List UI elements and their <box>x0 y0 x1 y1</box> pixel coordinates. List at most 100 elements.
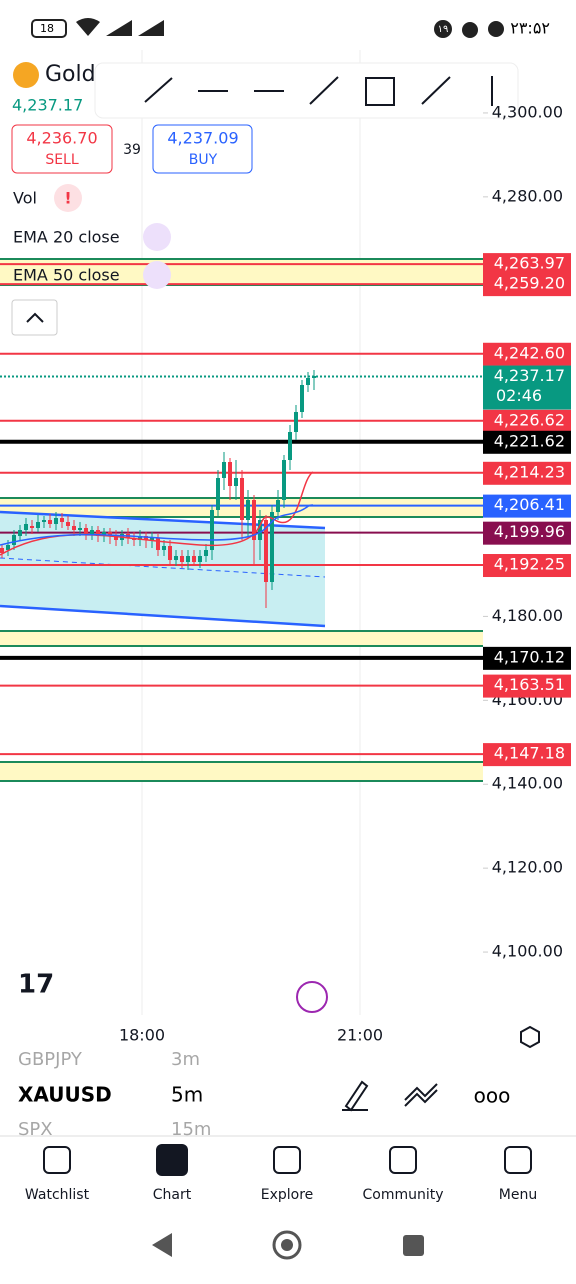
candle-body <box>48 520 52 524</box>
sell-label: SELL <box>45 152 79 168</box>
symbol[interactable]: Gold <box>45 62 96 87</box>
price-label-bg <box>483 521 571 545</box>
strip-interval[interactable]: 5m <box>171 1083 203 1107</box>
recents-button[interactable] <box>403 1235 424 1256</box>
y-tick-label: 4,120.00 <box>492 858 563 877</box>
candle-body <box>180 556 184 562</box>
candle-body <box>216 478 220 510</box>
draw-icon[interactable] <box>342 1080 369 1112</box>
price-label-bg <box>483 674 571 698</box>
candle-body <box>30 526 34 528</box>
refresh-icon[interactable] <box>143 223 171 251</box>
indicators-icon[interactable] <box>404 1083 438 1107</box>
price-label-bg <box>483 430 571 454</box>
nav-icon <box>156 1144 188 1176</box>
candle-body <box>270 512 274 582</box>
battery-icon <box>31 19 67 38</box>
more-icon[interactable]: ooo <box>474 1084 511 1108</box>
price-label: 4,237.17 <box>494 366 565 385</box>
candle-body <box>102 532 106 536</box>
nav-label[interactable]: Explore <box>261 1187 314 1203</box>
drawing-toolbar <box>94 62 519 119</box>
price-label-bg <box>483 554 571 578</box>
y-tick-label: 4,280.00 <box>492 186 563 205</box>
candle-body <box>24 524 28 530</box>
candle-body <box>174 556 178 560</box>
strip-interval[interactable]: 15m <box>171 1119 211 1140</box>
nav-icon <box>389 1146 417 1174</box>
candle-body <box>246 500 250 520</box>
candle-body <box>108 532 112 536</box>
gold-icon <box>13 62 39 88</box>
zone <box>0 631 483 646</box>
price-label: 4,263.97 <box>494 254 565 273</box>
y-tick-label: 4,100.00 <box>492 942 563 961</box>
nav-label[interactable]: Watchlist <box>25 1187 90 1203</box>
home-dot <box>281 1239 293 1251</box>
candle-body <box>240 478 244 520</box>
candle-body <box>84 528 88 534</box>
app-icon <box>462 22 478 38</box>
back-button[interactable] <box>152 1233 172 1257</box>
price-label: 4,214.23 <box>494 462 565 481</box>
indicator[interactable]: EMA 50 close <box>13 266 120 285</box>
price-label: 4,147.18 <box>494 744 565 763</box>
nav-label[interactable]: Community <box>362 1187 443 1203</box>
strip-symbol[interactable]: SPX <box>18 1119 53 1140</box>
candle-body <box>282 460 286 500</box>
app-icon <box>488 21 504 37</box>
warn-icon[interactable] <box>54 184 82 212</box>
nav-label[interactable]: Menu <box>499 1187 537 1203</box>
candle-body <box>90 530 94 534</box>
nav-icon <box>273 1146 301 1174</box>
nav-icon <box>43 1146 71 1174</box>
nav-label[interactable]: Chart <box>153 1187 192 1203</box>
candle-body <box>138 536 142 540</box>
price-label-bg <box>483 494 571 518</box>
badge-bg <box>434 20 452 38</box>
candle-body <box>204 550 208 556</box>
price-label-bg <box>483 365 571 410</box>
settings-icon[interactable] <box>520 1025 540 1049</box>
price-label: 4,199.96 <box>494 522 565 541</box>
battery-level: 18 <box>40 22 54 35</box>
buy-button[interactable] <box>152 124 253 174</box>
flash-icon[interactable] <box>296 981 328 1013</box>
price-label: 4,170.12 <box>494 647 565 666</box>
sell-price: 4,236.70 <box>26 129 97 148</box>
candle-body <box>198 556 202 562</box>
candle-body <box>288 432 292 460</box>
strip-interval[interactable]: 3m <box>171 1049 200 1070</box>
price-label: 4,163.51 <box>494 675 565 694</box>
refresh-icon[interactable] <box>143 261 171 289</box>
candle-body <box>222 462 226 478</box>
strip-symbol[interactable]: XAUUSD <box>18 1083 112 1107</box>
badge: ۱۹ <box>438 24 449 35</box>
indicator[interactable]: Vol <box>13 189 37 208</box>
zone <box>0 762 483 781</box>
strip-symbol[interactable]: GBPJPY <box>18 1049 83 1070</box>
price-label: 4,259.20 <box>494 274 565 293</box>
x-tick-label: 21:00 <box>337 1026 383 1045</box>
logo: 17 <box>18 970 54 1000</box>
candle-body <box>192 556 196 562</box>
price-label-bg <box>483 743 571 767</box>
sell-button[interactable] <box>11 124 113 174</box>
price-label: 4,242.60 <box>494 343 565 362</box>
price-label: 4,221.62 <box>494 431 565 450</box>
plot <box>0 50 483 1015</box>
home-button[interactable] <box>272 1230 302 1260</box>
symbol-strip <box>0 1056 576 1136</box>
chevron <box>26 312 44 323</box>
candle-body <box>306 378 310 385</box>
y-tick-label: 4,300.00 <box>492 102 563 121</box>
indicator[interactable]: EMA 20 close <box>13 228 120 247</box>
last-price: 4,237.17 <box>12 96 83 115</box>
buy-label: BUY <box>189 152 218 168</box>
price-label: 4,206.41 <box>494 495 565 514</box>
price-label: 4,226.62 <box>494 410 565 429</box>
collapse-button[interactable] <box>11 299 58 336</box>
candle-body <box>12 535 16 545</box>
